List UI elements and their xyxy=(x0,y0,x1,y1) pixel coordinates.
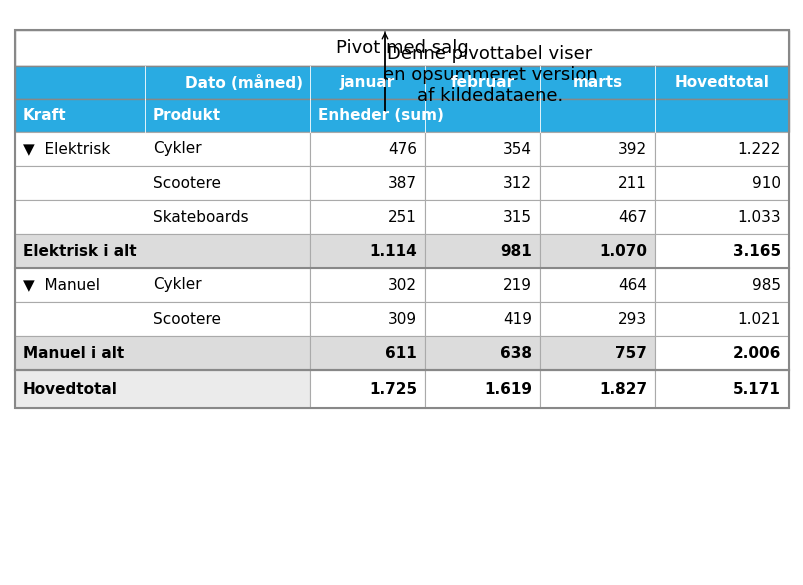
Text: Elektrisk i alt: Elektrisk i alt xyxy=(23,243,137,259)
Bar xyxy=(310,370,425,408)
Bar xyxy=(654,336,788,370)
Text: 757: 757 xyxy=(614,346,646,360)
Text: januar: januar xyxy=(340,75,394,90)
Bar xyxy=(15,370,310,408)
Text: Dato (måned): Dato (måned) xyxy=(185,74,303,91)
Text: 211: 211 xyxy=(618,176,646,191)
Text: 1.725: 1.725 xyxy=(369,381,417,397)
Bar xyxy=(15,302,310,336)
Bar xyxy=(425,302,540,336)
Bar xyxy=(654,166,788,200)
Text: ▼  Elektrisk: ▼ Elektrisk xyxy=(23,142,110,157)
Bar xyxy=(654,370,788,408)
Text: Scootere: Scootere xyxy=(153,176,221,191)
Bar xyxy=(540,302,654,336)
Bar xyxy=(310,200,425,234)
Bar xyxy=(540,370,654,408)
Text: Hovedtotal: Hovedtotal xyxy=(23,381,118,397)
Text: Cykler: Cykler xyxy=(153,142,202,157)
Bar xyxy=(540,268,654,302)
Text: Produkt: Produkt xyxy=(153,108,221,123)
Text: Skateboards: Skateboards xyxy=(153,209,248,225)
Text: ▼  Manuel: ▼ Manuel xyxy=(23,277,100,292)
Bar xyxy=(310,234,425,268)
Bar xyxy=(310,336,425,370)
Text: 1.222: 1.222 xyxy=(736,142,780,157)
Bar xyxy=(310,302,425,336)
Text: 315: 315 xyxy=(503,209,532,225)
Text: 312: 312 xyxy=(503,176,532,191)
Text: 354: 354 xyxy=(503,142,532,157)
Bar xyxy=(15,336,310,370)
Bar xyxy=(654,200,788,234)
Bar xyxy=(425,268,540,302)
Bar xyxy=(654,302,788,336)
Text: Enheder (sum): Enheder (sum) xyxy=(318,108,443,123)
Text: 302: 302 xyxy=(388,277,417,292)
Text: Kraft: Kraft xyxy=(23,108,67,123)
Text: 464: 464 xyxy=(618,277,646,292)
Text: 638: 638 xyxy=(499,346,532,360)
Bar xyxy=(425,370,540,408)
Text: 1.619: 1.619 xyxy=(483,381,532,397)
Text: 476: 476 xyxy=(388,142,417,157)
Text: Cykler: Cykler xyxy=(153,277,202,292)
Text: 5.171: 5.171 xyxy=(732,381,780,397)
Bar xyxy=(540,200,654,234)
Text: 3.165: 3.165 xyxy=(732,243,780,259)
Bar xyxy=(540,132,654,166)
Bar xyxy=(15,234,310,268)
Bar xyxy=(15,132,310,166)
Bar xyxy=(540,166,654,200)
Text: 981: 981 xyxy=(499,243,532,259)
Text: 611: 611 xyxy=(385,346,417,360)
Bar xyxy=(654,234,788,268)
Bar xyxy=(15,30,788,66)
Text: februar: februar xyxy=(450,75,514,90)
Text: marts: marts xyxy=(572,75,622,90)
Text: Pivot med salg: Pivot med salg xyxy=(335,39,468,57)
Text: 1.021: 1.021 xyxy=(736,311,780,326)
Text: Manuel i alt: Manuel i alt xyxy=(23,346,124,360)
Text: 392: 392 xyxy=(618,142,646,157)
Bar xyxy=(654,268,788,302)
Bar xyxy=(310,268,425,302)
Text: 910: 910 xyxy=(751,176,780,191)
Bar xyxy=(15,268,310,302)
Bar xyxy=(15,30,788,408)
Text: 1.114: 1.114 xyxy=(369,243,417,259)
Text: Scootere: Scootere xyxy=(153,311,221,326)
Text: 219: 219 xyxy=(503,277,532,292)
Bar xyxy=(15,66,788,99)
Bar xyxy=(425,132,540,166)
Text: 467: 467 xyxy=(618,209,646,225)
Bar xyxy=(15,99,788,132)
Text: 251: 251 xyxy=(388,209,417,225)
Bar xyxy=(310,166,425,200)
Text: 2.006: 2.006 xyxy=(732,346,780,360)
Bar xyxy=(425,200,540,234)
Bar xyxy=(425,234,540,268)
Text: Denne pivottabel viser
en opsummeret version
af kildedataene.: Denne pivottabel viser en opsummeret ver… xyxy=(382,45,597,105)
Text: 1.033: 1.033 xyxy=(736,209,780,225)
Text: 309: 309 xyxy=(387,311,417,326)
Text: 419: 419 xyxy=(503,311,532,326)
Bar xyxy=(425,336,540,370)
Text: 985: 985 xyxy=(751,277,780,292)
Text: Hovedtotal: Hovedtotal xyxy=(674,75,768,90)
Bar xyxy=(425,166,540,200)
Text: 293: 293 xyxy=(618,311,646,326)
Bar xyxy=(310,132,425,166)
Bar xyxy=(654,132,788,166)
Bar xyxy=(15,166,310,200)
Bar xyxy=(15,200,310,234)
Bar xyxy=(540,234,654,268)
Text: 1.827: 1.827 xyxy=(598,381,646,397)
Text: 1.070: 1.070 xyxy=(598,243,646,259)
Bar xyxy=(540,336,654,370)
Text: 387: 387 xyxy=(388,176,417,191)
